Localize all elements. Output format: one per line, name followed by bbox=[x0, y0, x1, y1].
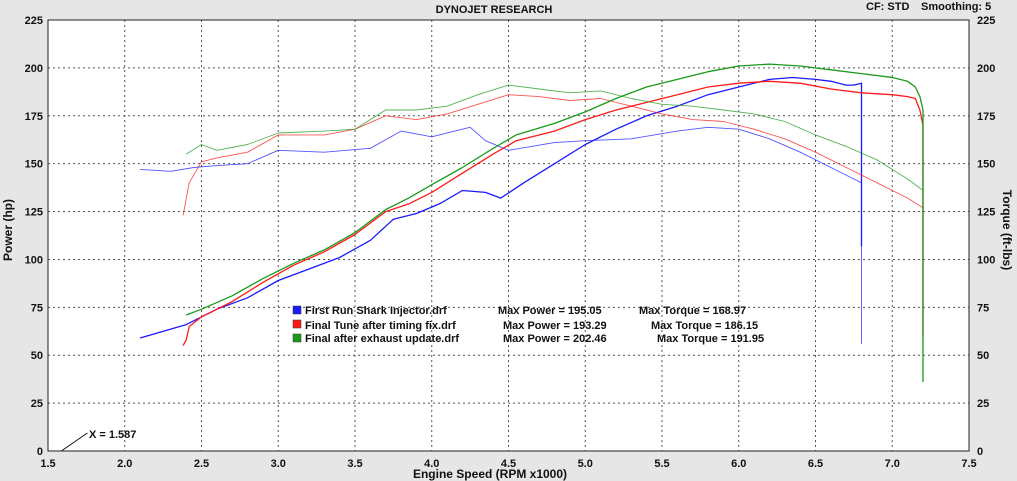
y-tick-label: 25 bbox=[31, 398, 43, 410]
x-tick-label: 1.5 bbox=[40, 458, 55, 470]
x-tick-label: 6.5 bbox=[808, 458, 823, 470]
y2-tick-label: 25 bbox=[977, 398, 989, 410]
y-tick-label: 50 bbox=[31, 350, 43, 362]
y-tick-label: 100 bbox=[25, 254, 43, 266]
x-tick-label: 2.5 bbox=[194, 458, 209, 470]
x-tick-labels: 1.5 2.0 2.5 3.0 3.5 4.0 4.5 5.0 5.5 6.0 6.5 7.0 7.5 bbox=[40, 458, 976, 470]
legend-swatch-2 bbox=[292, 319, 302, 329]
series-2-power-line bbox=[182, 80, 924, 346]
series-3-power-line bbox=[185, 63, 924, 382]
y2-axis-label: Torque (ft-lbs) bbox=[1000, 190, 1014, 270]
legend-swatch-3 bbox=[292, 333, 302, 343]
cursor-marker bbox=[61, 432, 88, 452]
cursor-readout: X = 1.587 bbox=[89, 429, 136, 441]
series-3-torque-line bbox=[185, 84, 924, 202]
x-tick-label: 3.5 bbox=[347, 458, 362, 470]
y2-tick-label: 225 bbox=[977, 15, 995, 27]
y2-tick-labels: 0 25 50 75 100 125 150 175 200 225 bbox=[977, 15, 995, 458]
cursor-pointer-line bbox=[61, 432, 88, 452]
y2-tick-label: 100 bbox=[977, 254, 995, 266]
chart-title: DYNOJET RESEARCH bbox=[436, 4, 553, 16]
y-tick-label: 175 bbox=[25, 111, 43, 123]
y-axis-label: Power (hp) bbox=[1, 199, 15, 261]
series-lines bbox=[139, 63, 924, 382]
y2-tick-label: 200 bbox=[977, 63, 995, 75]
legend-file-3: Final after exhaust update.drf bbox=[305, 333, 459, 345]
x-tick-label: 7.0 bbox=[885, 458, 900, 470]
x-tick-label: 2.0 bbox=[117, 458, 132, 470]
legend-torque-2: Max Torque = 186.15 bbox=[651, 320, 758, 332]
x-tick-label: 5.0 bbox=[578, 458, 593, 470]
x-tick-label: 7.5 bbox=[961, 458, 976, 470]
y2-tick-label: 150 bbox=[977, 159, 995, 171]
smoothing-setting: Smoothing: 5 bbox=[921, 1, 991, 13]
y-tick-label: 0 bbox=[37, 446, 43, 458]
legend: First Run Shark Injector.drf Max Power =… bbox=[292, 305, 764, 345]
y2-tick-label: 75 bbox=[977, 302, 989, 314]
x-tick-label: 3.0 bbox=[271, 458, 286, 470]
series-1-power-line bbox=[139, 76, 863, 339]
series-2-torque-line bbox=[182, 94, 924, 225]
y-tick-label: 200 bbox=[25, 63, 43, 75]
y-tick-label: 75 bbox=[31, 302, 43, 314]
y2-tick-label: 50 bbox=[977, 350, 989, 362]
x-axis-label: Engine Speed (RPM x1000) bbox=[413, 467, 567, 481]
y-tick-labels: 0 25 50 75 100 125 150 175 200 225 bbox=[25, 15, 43, 458]
legend-torque-3: Max Torque = 191.95 bbox=[657, 333, 764, 345]
x-tick-label: 5.5 bbox=[654, 458, 669, 470]
legend-torque-1: Max Torque = 168.97 bbox=[639, 305, 746, 317]
legend-power-1: Max Power = 195.05 bbox=[498, 305, 602, 317]
y-tick-label: 225 bbox=[25, 15, 43, 27]
y-tick-label: 150 bbox=[25, 159, 43, 171]
plot-frame bbox=[47, 19, 970, 452]
legend-file-1: First Run Shark Injector.drf bbox=[305, 305, 447, 317]
legend-file-2: Final Tune after timing fix.drf bbox=[305, 320, 456, 332]
y-tick-label: 125 bbox=[25, 207, 43, 219]
legend-power-3: Max Power = 202.46 bbox=[503, 333, 607, 345]
correction-factor: CF: STD bbox=[866, 1, 909, 13]
x-tick-label: 4.5 bbox=[501, 458, 516, 470]
y2-tick-label: 0 bbox=[977, 446, 983, 458]
y2-tick-label: 175 bbox=[977, 111, 995, 123]
y2-tick-label: 125 bbox=[977, 207, 995, 219]
x-tick-label: 4.0 bbox=[424, 458, 439, 470]
legend-power-2: Max Power = 193.29 bbox=[503, 320, 607, 332]
x-tick-label: 6.0 bbox=[731, 458, 746, 470]
legend-swatch-1 bbox=[292, 305, 302, 315]
